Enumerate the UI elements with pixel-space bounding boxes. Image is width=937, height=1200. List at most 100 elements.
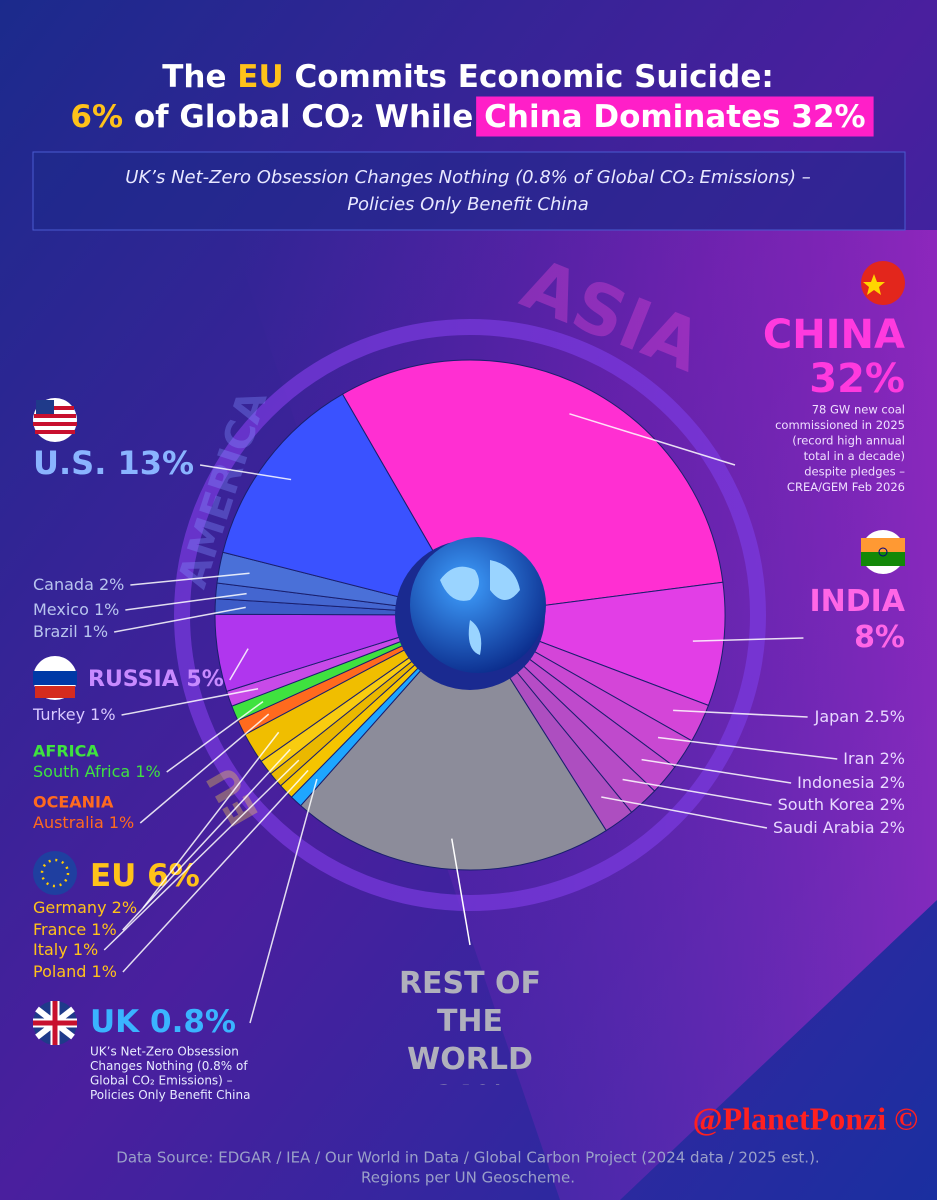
uk-note: UK’s Net-Zero Obsession: [90, 1045, 239, 1059]
slice-value: 8%: [854, 620, 905, 655]
slice-name: Turkey: [32, 705, 85, 724]
slice-name: France: [33, 920, 86, 939]
flag-uk: [33, 1001, 77, 1045]
flag-india: [861, 530, 905, 574]
slice-label: France 1%: [33, 920, 117, 939]
slice-value: 2%: [112, 898, 137, 917]
leader-line: [692, 637, 804, 642]
slice-label: Brazil 1%: [33, 622, 108, 641]
subtitle: Policies Only Benefit China: [347, 194, 589, 215]
slice-label: Indonesia 2%: [797, 773, 905, 792]
group-label: OCEANIA: [33, 793, 114, 812]
leader-line: [139, 713, 270, 824]
title-part: Commits Economic Suicide:: [294, 59, 773, 95]
leader-line: [142, 731, 280, 909]
title-line-1: The EU Commits Economic Suicide:: [162, 59, 774, 95]
slice-name: Australia: [33, 813, 104, 832]
source: Regions per UN Geoscheme.: [361, 1169, 575, 1187]
slice-label: U.S. 13%: [33, 444, 194, 482]
slice-label: South Africa 1%: [33, 762, 161, 781]
slice-value: 2%: [880, 795, 905, 814]
slice-name: UK: [90, 1004, 140, 1040]
slice-value: 2%: [880, 749, 905, 768]
slice-value: 1%: [94, 600, 119, 619]
title-part: of Global CO₂ While: [134, 99, 474, 135]
slice-label: Germany 2%: [33, 898, 137, 917]
title-line-2: 6% of Global CO₂ While China Dominates 3…: [70, 99, 865, 135]
slice-label-text: REST OF THE WORLD: [398, 966, 542, 1077]
slice-label: UK 0.8%: [90, 1004, 236, 1040]
leader-line: [622, 778, 772, 806]
slice-name: Germany: [33, 898, 107, 917]
leader-line: [166, 700, 264, 773]
slice-label: Poland 1%: [33, 962, 117, 981]
uk-note: Global CO₂ Emissions) –: [90, 1074, 233, 1088]
leader-line: [130, 572, 250, 586]
leader-line: [121, 687, 259, 716]
group-label: AFRICA: [33, 742, 99, 761]
slice-label: Turkey 1%: [32, 705, 116, 724]
group-name: EU: [90, 858, 136, 894]
leader-line: [199, 464, 292, 481]
slice-value: 1%: [73, 940, 98, 959]
slice-label: CHINA 32%: [763, 312, 905, 402]
slice-label: Japan 2.5%: [814, 707, 905, 726]
subtitle: UK’s Net-Zero Obsession Changes Nothing …: [125, 167, 810, 188]
pie-slice: [222, 393, 472, 616]
slice-label: RUSSIA 5%: [88, 667, 224, 692]
leader-line: [229, 648, 249, 681]
slice-label: Italy 1%: [33, 940, 98, 959]
slice-value: 2.5%: [864, 707, 905, 726]
slice-value: 1%: [83, 622, 108, 641]
pie-slice: [299, 614, 607, 871]
leader-line: [641, 758, 792, 784]
title-part: 6%: [70, 99, 123, 135]
slice-label: Mexico 1%: [33, 600, 119, 619]
flag-us: [33, 398, 77, 442]
slice-name: RUSSIA: [88, 667, 179, 692]
china-note: despite pledges –: [804, 465, 905, 479]
globe-land: [440, 560, 520, 655]
slice-label: Iran 2%: [843, 749, 905, 768]
source: Data Source: EDGAR / IEA / Our World in …: [116, 1149, 819, 1167]
slice-label: INDIA 8%: [809, 584, 905, 655]
watermark: @PlanetPonzi ©: [693, 1100, 918, 1136]
china-note: total in a decade): [804, 449, 905, 463]
leader-line: [122, 769, 309, 973]
slice-name: INDIA: [809, 584, 905, 619]
slice-value: 1%: [135, 762, 160, 781]
slice-name: Iran: [843, 749, 874, 768]
china-note: commissioned in 2025: [775, 418, 905, 432]
leader-line: [249, 778, 318, 1024]
slice-name: Japan: [814, 707, 860, 726]
leader-line: [657, 736, 838, 760]
flag-eu: [33, 851, 77, 895]
slice-name: Indonesia: [797, 773, 874, 792]
slice-value: 1%: [90, 705, 115, 724]
slice-value: 1%: [92, 962, 117, 981]
flag-russia: [33, 656, 77, 700]
title-part: China Dominates 32%: [484, 99, 865, 135]
slice-name: South Korea: [778, 795, 875, 814]
slice-name: Mexico: [33, 600, 89, 619]
slice-name: CHINA: [763, 312, 905, 358]
china-note: CREA/GEM Feb 2026: [787, 480, 905, 494]
china-note: (record high annual: [792, 434, 905, 448]
slice-labels: CHINA 32%INDIA 8%Japan 2.5%Iran 2%Indonesi…: [32, 312, 906, 1085]
leader-line: [125, 592, 247, 611]
slice-value: 2%: [99, 575, 124, 594]
slice-value: 2%: [880, 773, 905, 792]
slice-value: 32%: [809, 356, 905, 402]
leader-line: [601, 796, 768, 829]
outer-ring: [174, 319, 766, 911]
group-label: EU 6%: [90, 858, 200, 894]
slice-value: 1%: [91, 920, 116, 939]
slice-value: 2%: [880, 818, 905, 837]
slice-label: Saudi Arabia 2%: [773, 818, 905, 837]
leader-line: [114, 606, 246, 633]
slice-label: South Korea 2%: [778, 795, 905, 814]
uk-note: Policies Only Benefit China: [90, 1088, 250, 1102]
leader-line: [569, 413, 736, 466]
slice-name: Italy: [33, 940, 68, 959]
